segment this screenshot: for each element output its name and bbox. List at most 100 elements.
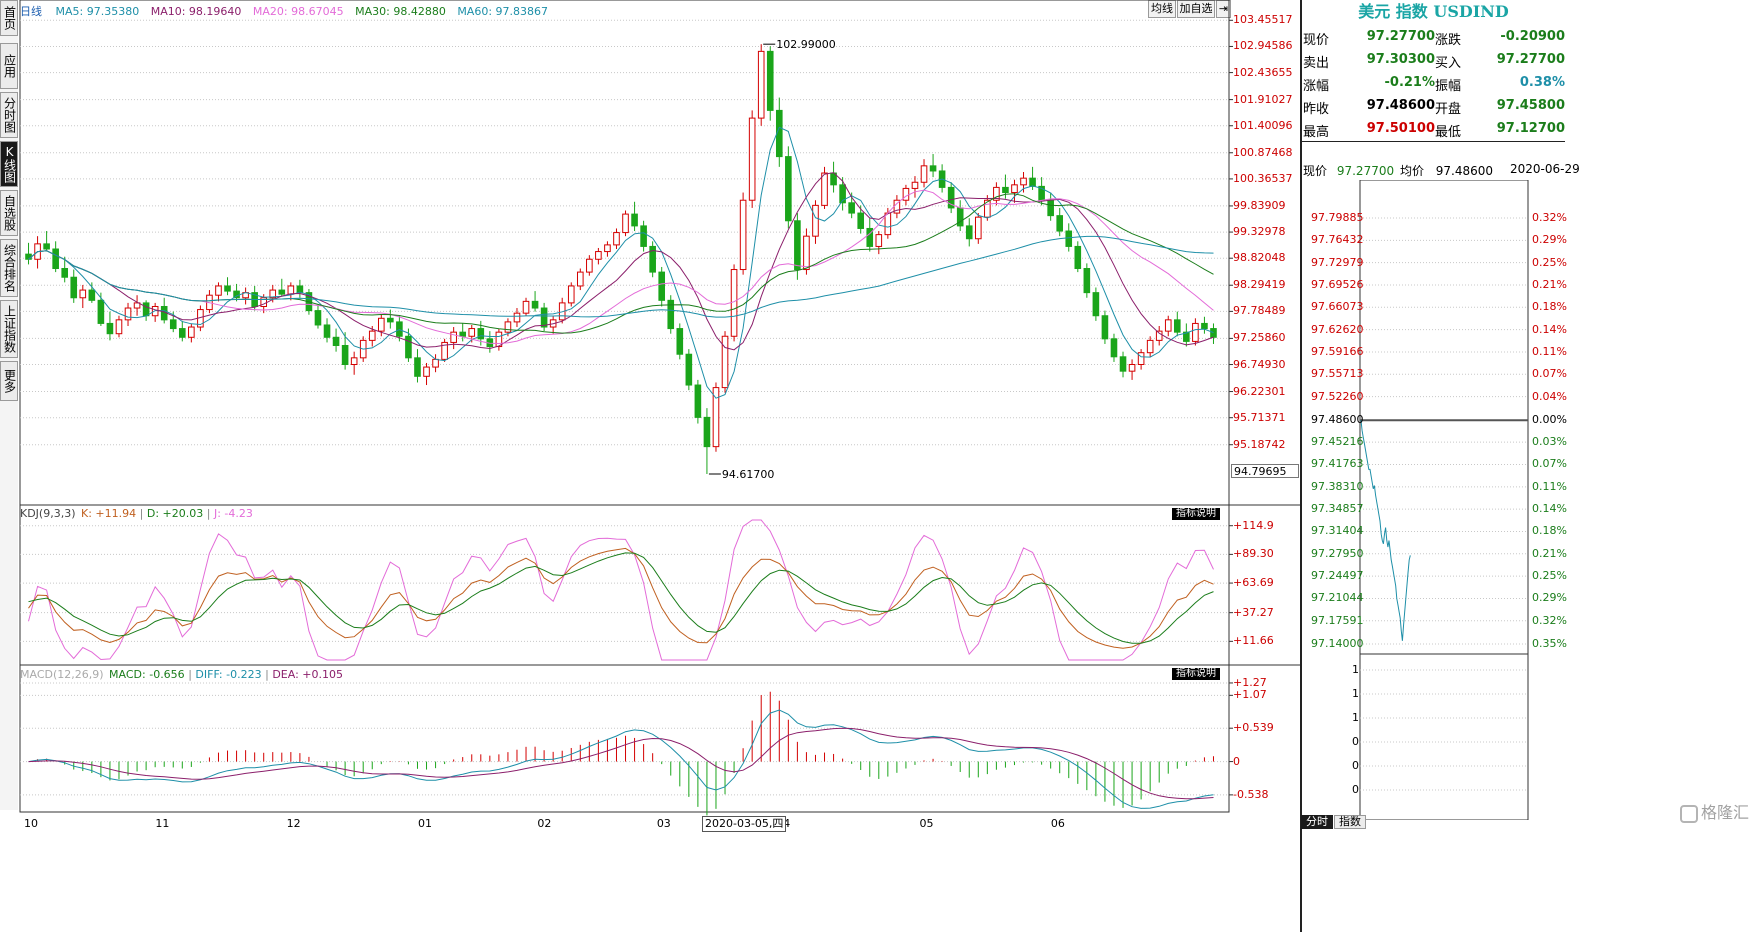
candle-body [1020,177,1027,186]
candle-body [884,212,892,236]
candle-body [712,387,720,448]
kdj-d-label: D: +20.03 [146,507,204,520]
month-label: 01 [418,817,433,830]
month-label: 11 [155,817,170,830]
candle-body [622,213,629,234]
candle-body [133,302,141,309]
candle-body [387,317,394,323]
intraday-price-label: 97.69526 [1311,277,1364,291]
intraday-date: 2020-06-29 [1510,162,1580,176]
tab-more-label: 更多 [2,369,17,393]
quote-value: 97.48600 [1366,98,1435,113]
tab-home-label: 首页 [2,6,17,30]
candle-body [730,269,738,337]
candle-body [857,212,865,229]
high-label: 102.99000 [776,38,836,51]
intraday-chart[interactable] [1300,180,1563,820]
candle-body [224,285,231,292]
intraday-header: 现价 97.27700 均价 97.48600 2020-06-29 [1303,162,1580,179]
candle-body [52,248,59,270]
candle-body [405,335,412,359]
candle-body [522,300,530,314]
tab-more[interactable]: 更多 [0,361,18,401]
intraday-volume-label: 0 [1352,783,1359,796]
candle-body [803,235,810,271]
macd-tick-label: +1.27 [1233,675,1267,689]
quote-label: 买入 [1435,56,1462,71]
add-watchlist-button[interactable]: 加自选 [1177,0,1215,18]
tab-kline[interactable]: K线图 [0,141,18,187]
kdj-help-button[interactable]: 指标说明 [1172,508,1220,520]
intraday-frame [1359,180,1529,820]
candle-body [332,336,340,347]
candle-body [43,243,50,250]
tab-sh-index[interactable]: 上证指数 [0,300,18,358]
quote-row: 最高 97.50100 最低 97.12700 [1301,118,1565,141]
kline-chart[interactable]: 102.99000 94.61700 [0,0,1300,932]
candle-body [124,307,132,321]
candle-body [694,384,702,418]
candle-body [296,285,304,294]
intraday-volume-label: 0 [1352,759,1359,772]
tab-watchlist-label: 自选股 [2,195,17,231]
intraday-volume-label: 1 [1352,711,1359,724]
candle-body [640,225,647,247]
quote-label: 涨跌 [1435,33,1462,48]
intraday-pct-label: 0.29% [1532,591,1567,605]
tab-apps[interactable]: 应用 [0,43,18,89]
price-tick-label: 100.87468 [1233,145,1293,159]
tab-index-bottom[interactable]: 指数 [1334,815,1366,829]
sidebar: 首页 应用 分时图 K线图 自选股 综合排名 上证指数 更多 [0,0,18,810]
candle-body [1183,331,1190,342]
price-tick-label: 101.91027 [1233,92,1293,106]
tab-ranking[interactable]: 综合排名 [0,239,18,297]
intraday-pct-label: 0.07% [1532,367,1567,381]
candle-body [965,225,973,240]
tab-home[interactable]: 首页 [0,0,18,36]
tab-sh-index-label: 上证指数 [2,305,17,353]
intraday-price-label: 97.41763 [1311,457,1364,471]
candle-body [25,253,32,260]
candle-body [115,319,123,335]
candle-body [323,324,331,338]
macd-help-button[interactable]: 指标说明 [1172,668,1220,680]
quote-value: -0.20900 [1500,29,1565,44]
tab-intraday-bottom[interactable]: 分时 [1301,815,1333,829]
price-tick-label: 95.18742 [1233,437,1286,451]
candle-body [188,326,195,338]
candle-body [721,335,729,389]
intraday-price-label: 97.48600 [1311,413,1364,427]
kdj-k-label: K: +11.94 [81,507,137,520]
intraday-pct-label: 0.04% [1532,389,1567,403]
month-label: 12 [286,817,301,830]
candle-body [269,289,277,299]
quote-label: 现价 [1303,33,1330,48]
ma20-label: MA20: 98.67045 [252,5,344,18]
avg-line-button[interactable]: 均线 [1148,0,1176,18]
candle-body [1137,352,1145,365]
quote-title: 美元 指数 USDIND [1358,2,1509,21]
price-tick-label: 101.40096 [1233,118,1293,132]
candle-body [341,345,349,365]
intraday-now-value: 97.27700 [1336,164,1395,178]
intraday-avg-value: 97.48600 [1435,164,1494,178]
ma60-line [28,235,1214,318]
candle-body [866,227,874,247]
intraday-pct-label: 0.03% [1532,435,1567,449]
candle-body [97,299,105,324]
candle-body [595,251,602,260]
macd-legend: MACD(12,26,9) MACD: -0.656 | DIFF: -0.22… [20,668,343,681]
intraday-pct-label: 0.11% [1532,479,1567,493]
ma-legend: 日线 MA5: 97.35380 MA10: 98.19640 MA20: 98… [20,3,548,18]
kdj-k-line [28,547,1214,649]
candle-body [368,330,376,341]
quote-label: 最低 [1435,125,1462,140]
tab-intraday[interactable]: 分时图 [0,92,18,138]
candle-body [757,50,765,119]
candle-body [649,245,656,273]
month-label: 06 [1050,817,1065,830]
intraday-price-label: 97.38310 [1311,479,1364,493]
kdj-tick-label: +114.9 [1233,518,1274,532]
candle-body [1210,328,1217,338]
tab-watchlist[interactable]: 自选股 [0,190,18,236]
